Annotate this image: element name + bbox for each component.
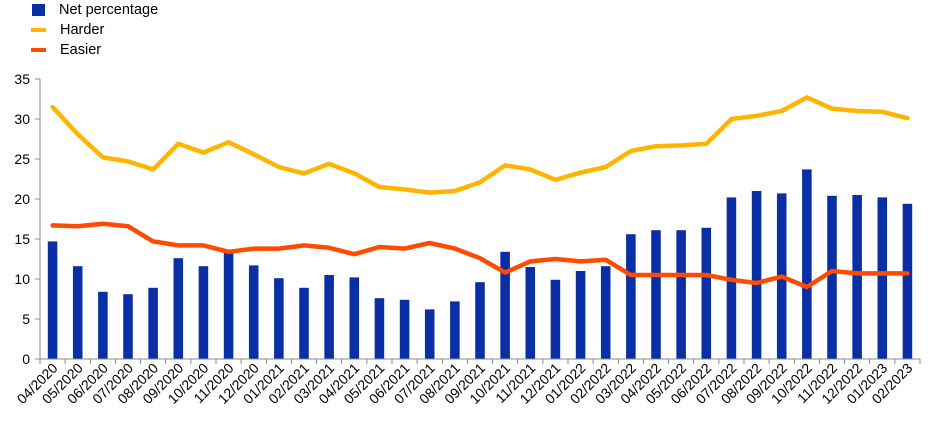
bar-net-percentage <box>173 258 184 359</box>
legend-item-easier: Easier <box>30 40 158 60</box>
bar-net-percentage <box>349 277 360 359</box>
bar-net-percentage <box>198 266 209 359</box>
legend-label-net-percentage: Net percentage <box>59 2 159 18</box>
y-tick-label: 30 <box>14 111 30 127</box>
bar-net-percentage <box>399 299 410 359</box>
bar-net-percentage <box>299 287 309 359</box>
bar-net-percentage <box>600 266 611 359</box>
bar-net-percentage <box>274 278 284 359</box>
bar-net-percentage <box>676 230 686 359</box>
x-axis: 04/202005/202006/202007/202008/202009/20… <box>14 358 921 407</box>
legend-label-harder: Harder <box>60 22 105 38</box>
chart-legend: Net percentage Harder Easier <box>30 0 158 60</box>
legend-label-easier: Easier <box>60 42 102 58</box>
legend-swatch-net-percentage <box>32 4 45 16</box>
bar-net-percentage <box>827 195 837 359</box>
bar-net-percentage <box>324 275 334 359</box>
bar-net-percentage <box>424 309 435 359</box>
y-axis: 0 5 10 15 20 25 30 35 <box>14 71 41 367</box>
y-tick-label: 25 <box>14 151 30 167</box>
y-tick-label: 0 <box>22 351 30 367</box>
y-tick-label: 10 <box>14 271 30 287</box>
bar-net-percentage <box>72 266 83 359</box>
bar-net-percentage <box>751 191 762 359</box>
bar-net-percentage <box>248 265 259 359</box>
net-percentage-bars <box>47 169 913 359</box>
y-tick-label: 15 <box>14 231 30 247</box>
bar-net-percentage <box>223 252 234 359</box>
bar-net-percentage <box>550 279 561 359</box>
bar-net-percentage <box>802 169 812 359</box>
bar-net-percentage <box>877 197 888 359</box>
series-lines <box>50 95 910 290</box>
legend-swatch-easier <box>31 48 46 52</box>
y-tick-label: 35 <box>14 71 30 87</box>
bar-net-percentage <box>47 241 58 359</box>
bar-net-percentage <box>98 291 108 359</box>
bar-net-percentage <box>575 271 586 359</box>
bar-net-percentage <box>374 298 385 359</box>
legend-item-net-percentage: Net percentage <box>30 0 158 20</box>
bar-net-percentage <box>902 203 913 359</box>
bar-net-percentage <box>651 230 661 359</box>
bar-net-percentage <box>852 195 862 359</box>
y-tick-label: 20 <box>14 191 30 207</box>
bar-net-percentage <box>701 227 712 359</box>
legend-item-harder: Harder <box>30 20 158 40</box>
bar-net-percentage <box>626 234 636 359</box>
y-tick-label: 5 <box>22 311 30 327</box>
bar-net-percentage <box>123 294 133 359</box>
bar-net-percentage <box>525 267 536 359</box>
bar-net-percentage <box>500 251 510 359</box>
legend-swatch-harder <box>31 28 46 32</box>
bar-net-percentage <box>148 287 158 359</box>
bar-net-percentage <box>450 301 460 359</box>
line-harder <box>50 95 910 195</box>
line-easier <box>50 221 910 290</box>
bar-net-percentage <box>475 282 485 359</box>
